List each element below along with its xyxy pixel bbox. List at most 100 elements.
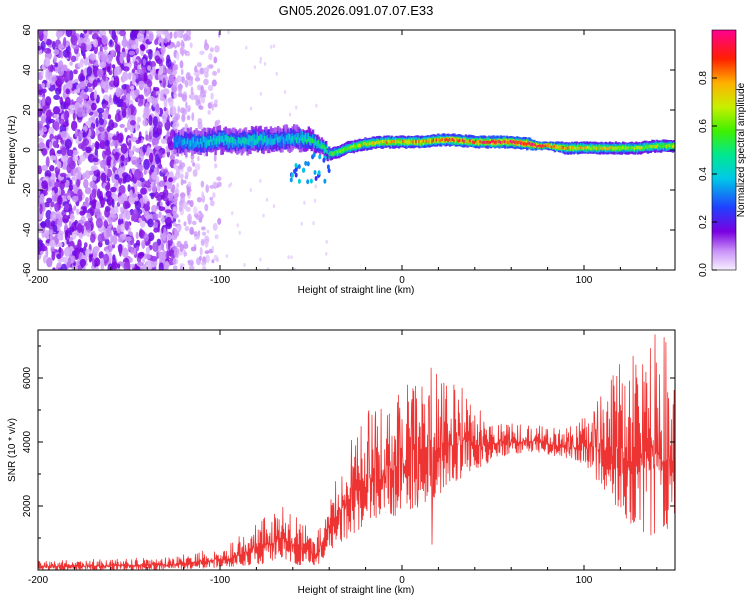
noise-cell [53,49,60,56]
ridge-cell [361,142,364,146]
noise-cell [50,201,55,208]
ridge-cell [212,137,216,149]
ridge-cell [383,140,386,143]
ridge-cell [428,139,431,143]
ridge-cell [380,140,383,143]
noise-cell [57,234,63,240]
noise-cell [202,231,207,236]
noise-cell [173,32,177,39]
noise-cell [83,225,87,237]
ridge-cell [284,131,287,143]
noise-cell [44,201,51,208]
noise-cell [129,125,134,133]
noise-cell [135,265,141,270]
ridge-cell [566,146,570,150]
ridge-cell [293,168,297,174]
ridge-cell [550,145,554,148]
noise-cell [179,265,184,270]
noise-cell [46,109,52,120]
ridge-cell [638,146,641,149]
ridge-cell [182,139,185,146]
ridge-cell [507,141,510,145]
noise-cell [115,87,122,98]
noise-cell [49,64,54,73]
noise-cell [180,68,184,76]
noise-cell [142,257,146,264]
noise-cell [172,257,177,265]
noise-cell [203,67,208,74]
noise-cell [315,103,318,108]
ridge-cell [327,146,331,156]
ridge-cell [495,140,498,144]
x-tick-label: 0 [399,575,405,586]
noise-cell [194,94,199,101]
noise-cell [67,172,72,178]
noise-cell [184,226,190,232]
ridge-cell [543,145,546,148]
noise-cell [130,120,136,126]
ridge-cell [307,136,310,142]
noise-cell [94,140,100,150]
noise-cell [73,78,79,84]
ridge-cell [301,131,305,142]
ridge-cell [214,138,217,145]
ridge-cell [523,142,526,146]
ridge-cell [387,139,390,143]
noise-cell [130,246,134,255]
noise-cell [73,205,77,211]
noise-cell [98,51,104,56]
ridge-cell [641,145,644,149]
noise-cell [152,184,157,193]
ridge-cell [533,143,536,146]
noise-cell [293,267,296,270]
noise-cell [120,154,125,162]
ridge-cell [290,137,293,144]
noise-cell [209,185,215,189]
noise-cell [125,236,132,242]
ridge-cell [542,144,545,149]
ridge-cell [310,137,313,143]
noise-cell [300,221,303,226]
ridge-cell [212,134,216,141]
noise-cell [174,172,180,180]
ridge-cell [431,139,434,143]
noise-cell [40,40,46,51]
colorbar-tick-label: 0.0 [698,263,709,277]
ridge-cell [466,139,469,143]
noise-cell [205,254,210,263]
colorbar-gradient [712,30,736,270]
noise-cell [195,163,201,171]
ridge-cell [477,140,481,143]
ridge-cell [314,141,318,146]
ridge-cell [294,172,298,178]
noise-cell [69,104,75,110]
ridge-cell [572,146,575,150]
noise-cell [72,250,76,256]
ridge-cell [673,144,675,148]
ridge-cell [220,135,223,142]
noise-cell [116,224,121,234]
ridge-cell [460,139,463,143]
noise-cell [64,96,71,107]
y-tick-label: 4000 [22,430,33,453]
noise-cell [122,200,130,210]
noise-cell [140,187,147,195]
noise-cell [128,50,136,56]
colorbar-label: Normalized spectral amplitude [736,82,747,217]
noise-cell [83,178,89,186]
noise-cell [43,57,51,68]
noise-cell [59,181,65,190]
noise-cell [74,229,79,235]
noise-cell [79,75,86,82]
noise-cell [120,143,128,155]
ridge-cell [244,137,248,144]
noise-cell [143,169,147,176]
ridge-cell [585,146,588,150]
noise-cell [167,141,175,151]
noise-cell [199,89,206,98]
noise-cell [173,230,178,239]
noise-cell [209,47,214,53]
ridge-cell [491,139,494,143]
ridge-cell [619,147,622,151]
ridge-cell [610,146,613,149]
